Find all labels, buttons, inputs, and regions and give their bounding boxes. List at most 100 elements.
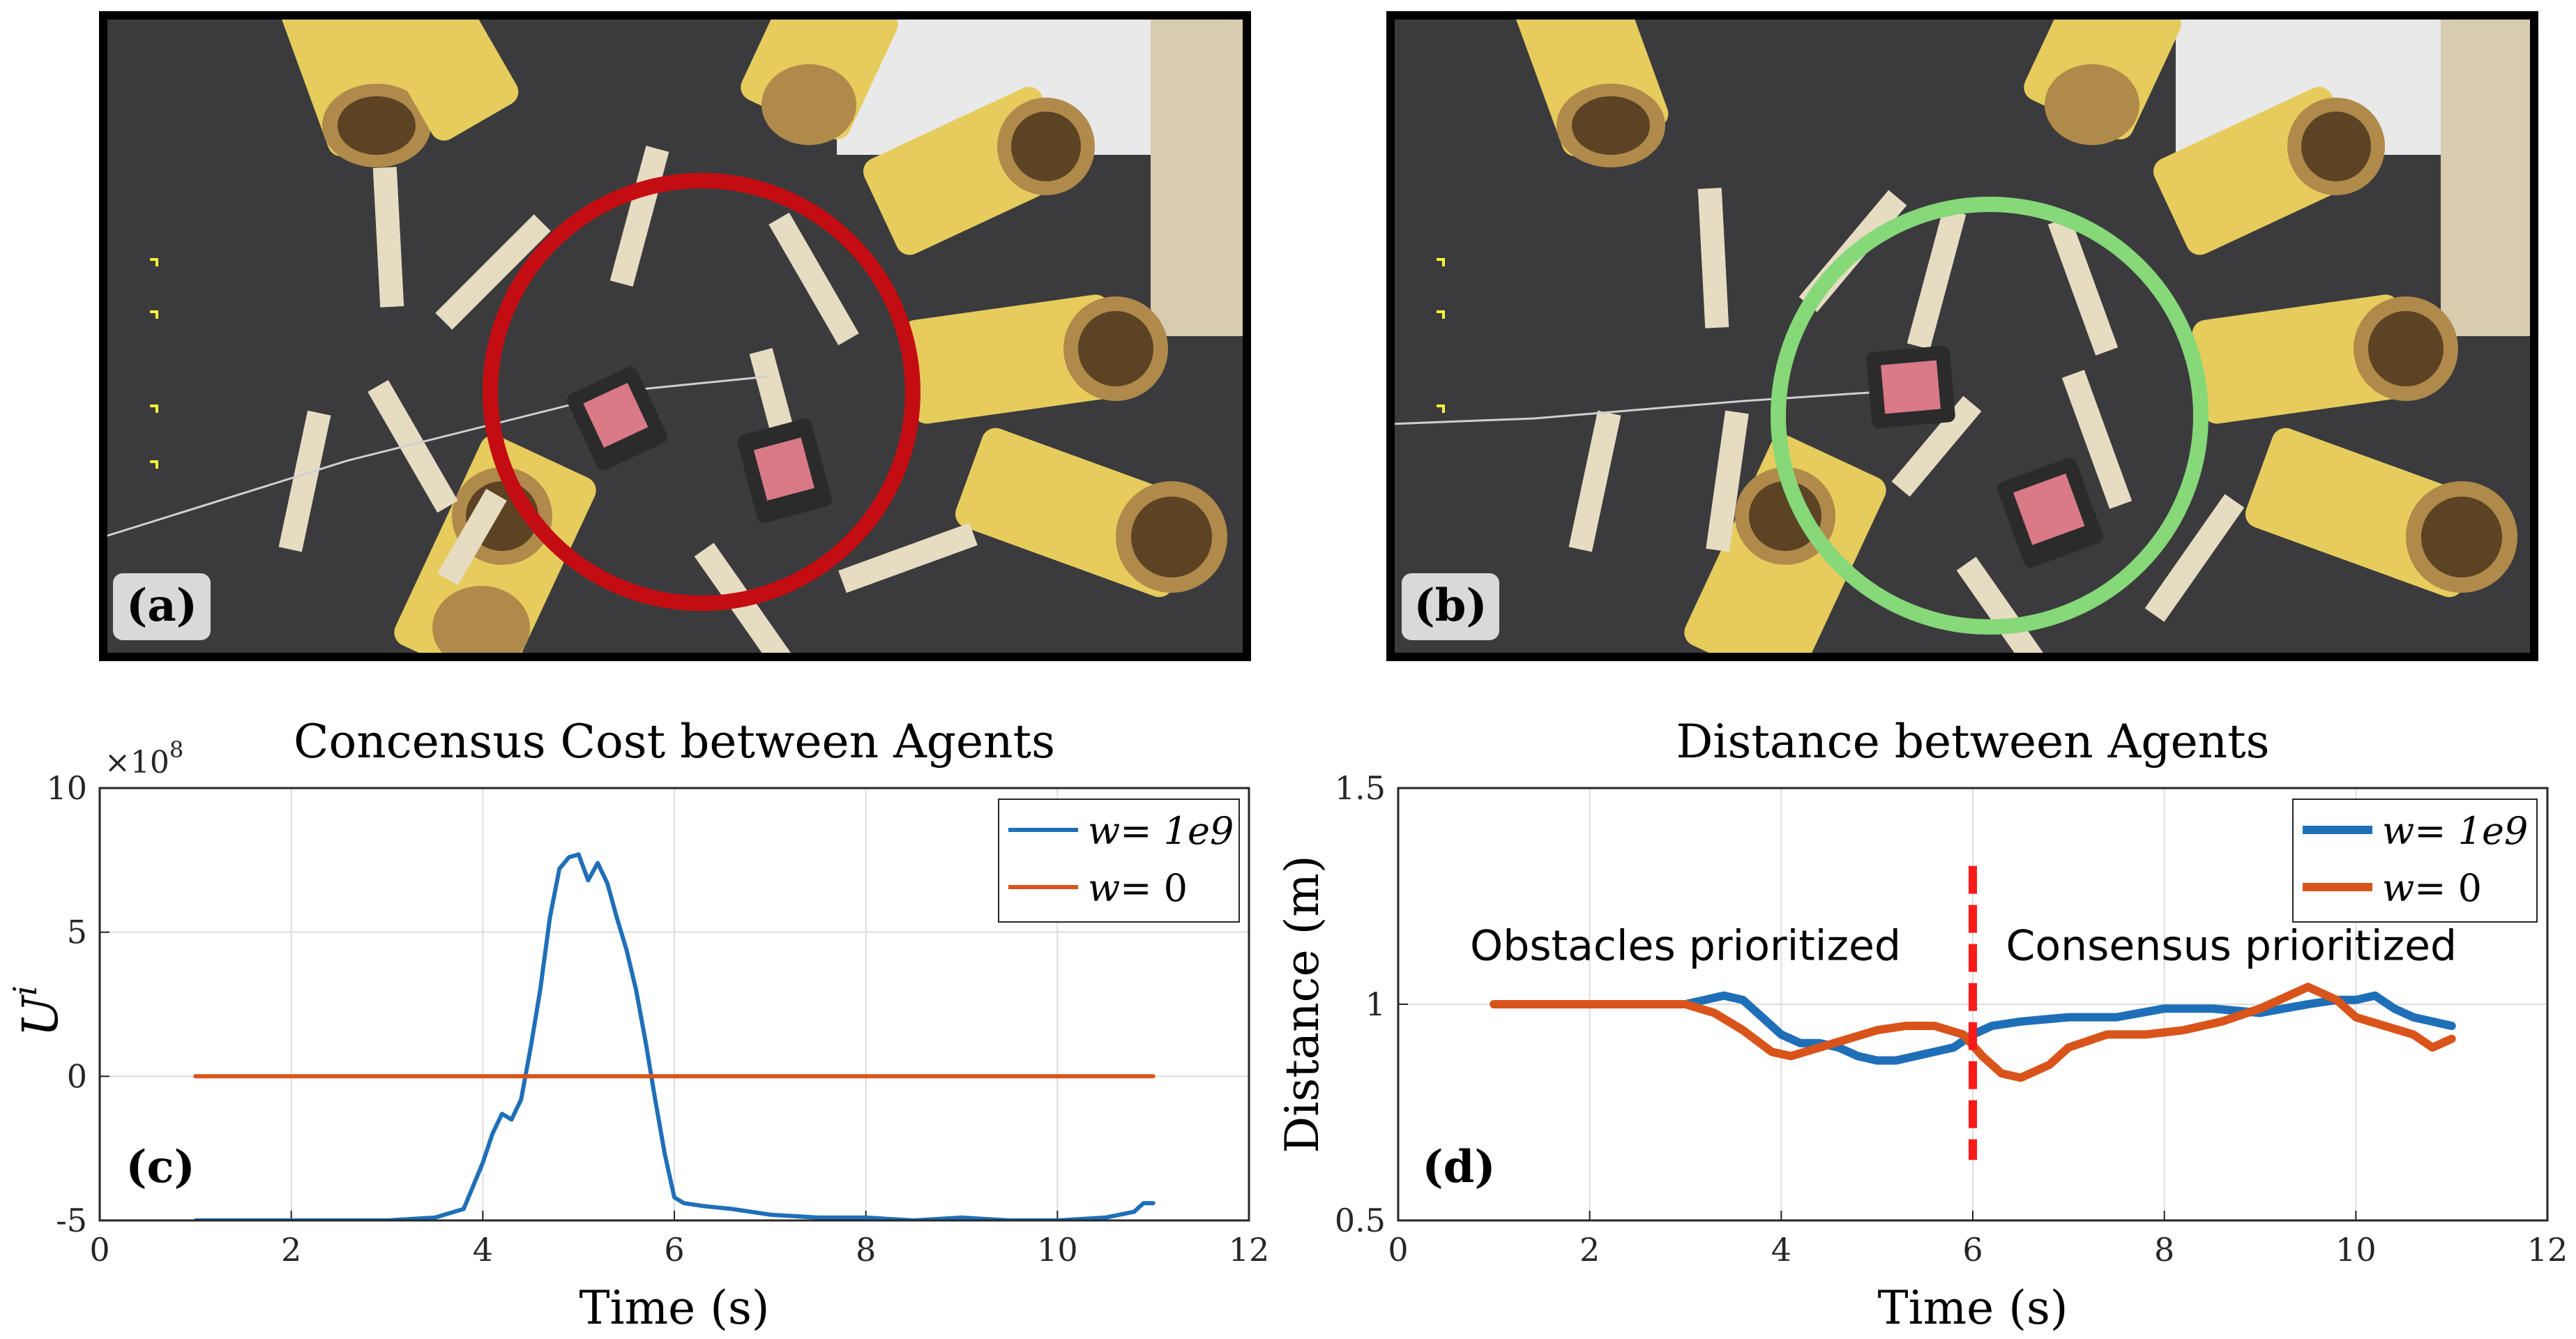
y-tick-label: 5	[67, 914, 87, 951]
marker	[1437, 258, 1445, 266]
tube-hole	[1131, 497, 1212, 577]
y-tick-label: 1.5	[1335, 769, 1386, 807]
legend-box	[998, 799, 1240, 923]
series-group	[1490, 865, 2456, 1160]
marker-group	[150, 258, 158, 469]
legend-label-w1e9: w= 1e9	[2382, 809, 2528, 853]
green-circle	[1771, 197, 2208, 635]
x-tick-label: 8	[2154, 1231, 2174, 1269]
x-tick-label: 10	[2335, 1231, 2377, 1269]
plank	[1706, 410, 1749, 552]
tube-group	[1511, 15, 2517, 657]
photo-panel-b: (b)	[1386, 11, 2538, 661]
y-tick-label: -5	[56, 1202, 87, 1239]
plank	[372, 167, 404, 308]
x-axis-label: Time (s)	[1877, 1281, 2068, 1335]
robot	[1866, 345, 1955, 429]
plank	[2061, 370, 2132, 509]
series-line-w1e9	[1490, 991, 2456, 1065]
panel-label-d: (d)	[1422, 1141, 1495, 1193]
plank	[1697, 188, 1729, 328]
marker	[150, 460, 158, 469]
x-tick-label: 0	[1388, 1231, 1408, 1269]
marker-group	[1437, 258, 1445, 413]
plank	[437, 488, 507, 586]
marker	[150, 258, 158, 266]
panel-label-b: (b)	[1414, 580, 1487, 632]
tube-hole	[1078, 311, 1153, 386]
y-tick-label: 1	[1365, 985, 1386, 1023]
y-axis-label-group: Ui	[6, 985, 69, 1037]
x-tick-label: 0	[89, 1231, 109, 1269]
y-axis-label: Ui	[6, 985, 69, 1037]
y-tick-labels: 0.5 1 1.5	[1335, 769, 1386, 1239]
tube-end	[432, 586, 530, 657]
photo-panel-a: (a)	[99, 11, 1251, 661]
legend-label-w0: w= 0	[1088, 866, 1188, 910]
y-axis-label: Distance (m)	[1275, 855, 1329, 1153]
marker	[1437, 404, 1445, 413]
tube	[2192, 294, 2411, 424]
plank	[2144, 494, 2245, 622]
x-tick-label: 10	[1037, 1231, 1078, 1269]
x-tick-label: 2	[281, 1231, 301, 1269]
legend-box	[2292, 799, 2538, 923]
x-axis-label: Time (s)	[579, 1281, 769, 1335]
y-multiplier: ×108	[105, 736, 183, 780]
x-tick-label: 6	[1962, 1231, 1983, 1269]
x-tick-label: 12	[1229, 1231, 1270, 1269]
tube-hole	[338, 96, 416, 155]
annotations: Obstacles prioritized Consensus prioritiz…	[1470, 921, 2457, 970]
panel-label-box-a	[113, 573, 211, 640]
tube-hole	[2368, 311, 2444, 386]
x-tick-label: 4	[473, 1231, 493, 1269]
robot-top	[1881, 360, 1941, 414]
tube-hole	[2421, 497, 2502, 577]
marker	[1437, 310, 1445, 319]
robot	[1997, 457, 2103, 568]
y-tick-labels: -5 0 5 10	[46, 769, 87, 1239]
plank	[368, 379, 458, 513]
chart-title: Distance between Agents	[1676, 715, 2269, 769]
plank	[1907, 209, 1967, 349]
cardboard	[1151, 15, 1247, 336]
plank	[2047, 216, 2119, 356]
red-circle	[483, 173, 920, 611]
legend: w= 1e9 w= 0	[2292, 799, 2538, 923]
robot-top	[2013, 474, 2085, 545]
tube-hole	[2301, 112, 2371, 181]
y-tick-label: 10	[46, 769, 87, 807]
robot-top	[753, 437, 815, 501]
tube-hole	[1572, 96, 1650, 155]
x-tick-label: 12	[2527, 1231, 2568, 1269]
panel-label-box-b	[1402, 573, 1499, 640]
plank	[768, 212, 859, 346]
tube	[902, 294, 1121, 424]
plot-frame	[1397, 787, 2549, 1222]
robot	[737, 418, 832, 523]
panel-label-c: (c)	[126, 1141, 195, 1193]
photo-border	[1386, 11, 2538, 661]
x-tick-labels: 0 2 4 6 8 10 12	[89, 1231, 1269, 1269]
legend-label-w0: w= 0	[2382, 866, 2482, 910]
panel-label-a: (a)	[126, 580, 197, 632]
tube-end	[762, 64, 856, 145]
tube	[363, 15, 519, 141]
x-tick-label: 2	[1579, 1231, 1600, 1269]
chart-distance: Obstacles prioritized Consensus prioritiz…	[1275, 715, 2568, 1335]
x-tick-labels: 0 2 4 6 8 10 12	[1388, 1231, 2568, 1269]
cardboard	[2441, 15, 2534, 336]
series-line-w0	[1490, 983, 2456, 1082]
plank	[278, 410, 331, 552]
plank	[1891, 395, 1982, 497]
marker	[150, 310, 158, 319]
robot	[567, 366, 667, 471]
legend: w= 1e9 w= 0	[998, 799, 1240, 923]
cable	[1391, 386, 1953, 425]
tube-group	[277, 15, 1227, 657]
marker	[150, 404, 158, 413]
plank	[838, 522, 978, 593]
legend-label-w1e9: w= 1e9	[1088, 809, 1234, 853]
